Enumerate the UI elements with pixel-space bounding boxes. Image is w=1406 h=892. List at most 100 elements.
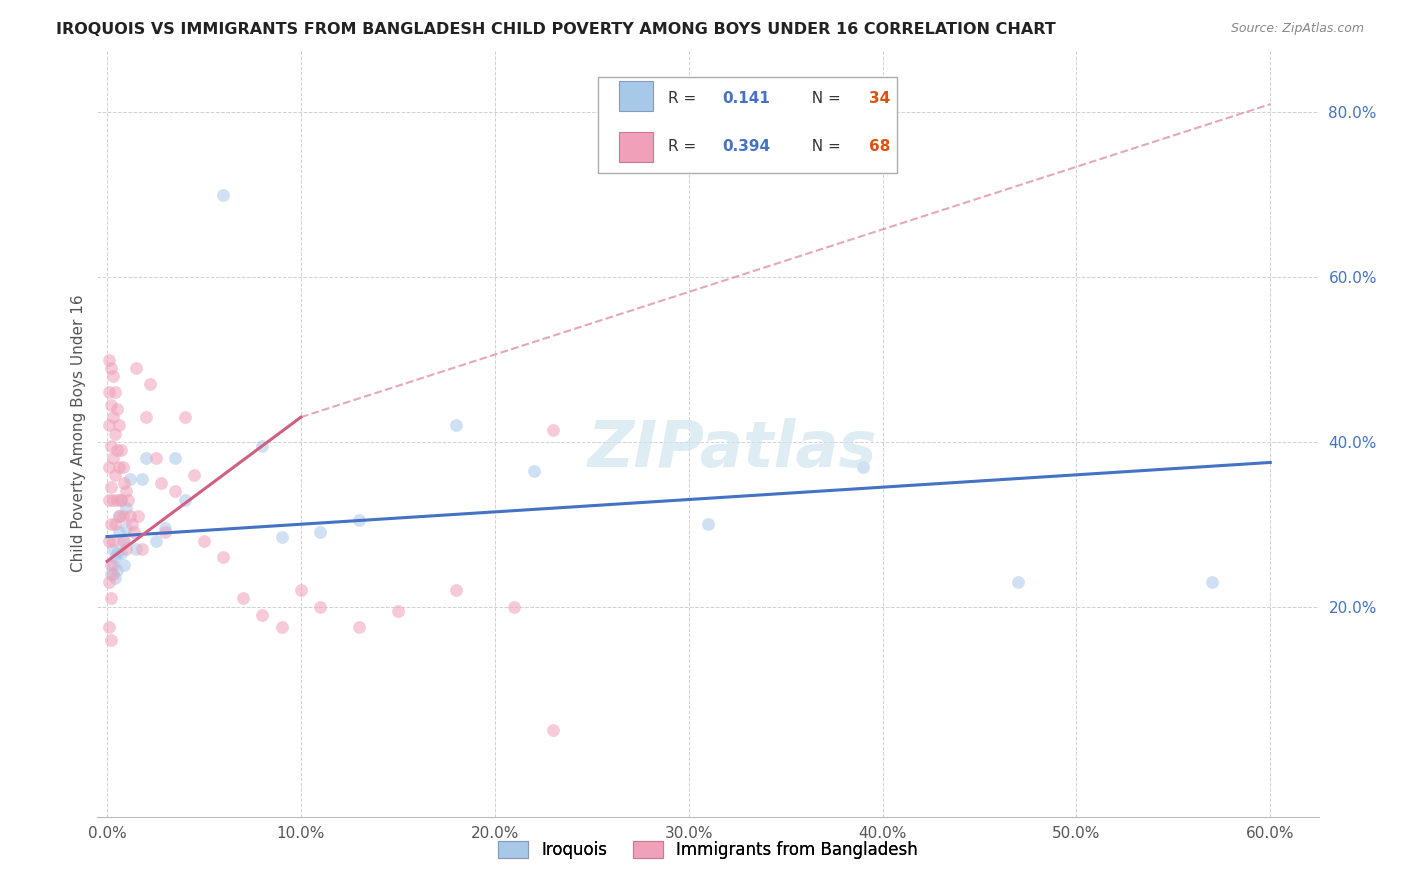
Point (153, 525, 176, 540)
Point (270, 530, 292, 544)
Point (98, 459, 121, 474)
Text: 0.141: 0.141 (723, 91, 770, 106)
Point (1201, 574, 1223, 589)
Point (444, 418, 467, 433)
Point (98, 492, 121, 507)
Point (100, 591, 122, 606)
Point (115, 521, 138, 535)
Point (183, 467, 205, 482)
Text: IROQUOIS VS IMMIGRANTS FROM BANGLADESH CHILD POVERTY AMONG BOYS UNDER 16 CORRELA: IROQUOIS VS IMMIGRANTS FROM BANGLADESH C… (56, 22, 1056, 37)
Point (212, 550, 235, 565)
Point (101, 492, 124, 507)
Point (107, 508, 129, 523)
Point (120, 508, 142, 523)
Text: ZIPatlas: ZIPatlas (588, 418, 877, 480)
Point (98, 620, 121, 634)
Point (163, 451, 186, 466)
Bar (619, 81, 652, 112)
Point (98, 385, 121, 400)
Point (270, 620, 292, 634)
Point (125, 541, 148, 556)
Point (114, 533, 136, 548)
Point (101, 410, 124, 425)
Point (135, 410, 157, 425)
Point (347, 513, 370, 527)
Point (117, 492, 139, 507)
Point (173, 492, 195, 507)
Point (111, 508, 134, 523)
Point (98, 533, 121, 548)
Point (127, 508, 149, 523)
Point (250, 439, 273, 453)
Text: R =: R = (668, 139, 700, 154)
Point (135, 451, 157, 466)
Point (98, 352, 121, 367)
Point (541, 423, 564, 437)
Point (100, 566, 122, 581)
Point (105, 443, 128, 458)
Point (503, 599, 526, 614)
Point (100, 632, 122, 647)
Point (104, 385, 127, 400)
Point (105, 401, 128, 416)
Point (100, 517, 122, 532)
Point (104, 467, 127, 482)
Point (110, 492, 132, 507)
Point (125, 360, 148, 375)
Point (153, 521, 176, 535)
Point (697, 517, 720, 532)
Point (250, 607, 273, 622)
Point (1007, 574, 1029, 589)
Point (107, 508, 129, 523)
Bar (619, 132, 652, 161)
Point (309, 599, 332, 614)
Point (100, 398, 122, 412)
Point (232, 591, 254, 606)
Point (107, 418, 129, 433)
Point (120, 472, 142, 486)
Point (212, 187, 235, 202)
Point (309, 525, 332, 540)
Point (100, 439, 122, 453)
Point (105, 562, 128, 576)
Y-axis label: Child Poverty Among Boys Under 16: Child Poverty Among Boys Under 16 (72, 295, 86, 573)
Point (121, 517, 143, 532)
Point (107, 525, 129, 540)
Point (98, 418, 121, 433)
Point (114, 558, 136, 573)
Text: 68: 68 (869, 139, 890, 154)
Point (101, 369, 124, 384)
Point (522, 464, 544, 478)
Point (193, 533, 215, 548)
Point (122, 525, 145, 540)
Point (100, 360, 122, 375)
Point (163, 484, 186, 499)
Point (104, 426, 127, 441)
Point (104, 571, 127, 585)
Point (114, 476, 136, 491)
Point (138, 377, 160, 392)
Point (347, 620, 370, 634)
Point (111, 533, 134, 548)
Text: R =: R = (668, 91, 700, 106)
Point (173, 410, 195, 425)
Point (115, 500, 138, 515)
Point (105, 492, 128, 507)
Point (104, 517, 127, 532)
Point (444, 583, 467, 598)
Point (290, 583, 312, 598)
Point (387, 604, 409, 618)
Point (101, 566, 124, 581)
Point (105, 546, 128, 560)
Point (101, 533, 124, 548)
Text: Source: ZipAtlas.com: Source: ZipAtlas.com (1230, 22, 1364, 36)
Point (852, 459, 875, 474)
Point (131, 541, 153, 556)
Point (145, 451, 167, 466)
Point (145, 533, 167, 548)
Point (100, 558, 122, 573)
Point (541, 723, 564, 738)
Point (101, 558, 124, 573)
Point (111, 459, 134, 474)
Point (110, 492, 132, 507)
